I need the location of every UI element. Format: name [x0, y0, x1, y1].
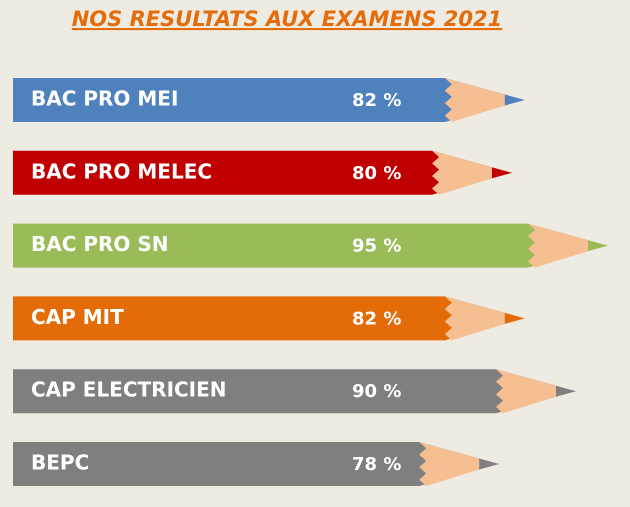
category-label: BAC PRO MEI: [31, 87, 178, 111]
pencil-wood: [444, 78, 505, 122]
category-label: BAC PRO SN: [31, 232, 169, 256]
category-label: CAP MIT: [31, 305, 124, 329]
value-label: 90 %: [352, 381, 401, 402]
pencil-wood: [432, 150, 492, 195]
value-label: 82 %: [352, 90, 401, 111]
value-label: 80 %: [352, 163, 401, 184]
pencil-wood: [496, 369, 556, 414]
pencil: [13, 296, 525, 341]
pencil-wood: [528, 223, 588, 268]
pencil: [13, 223, 608, 268]
pencil: [13, 442, 500, 486]
category-label: BAC PRO MELEC: [31, 159, 212, 183]
value-label: 78 %: [352, 454, 401, 475]
chart-title: NOS RESULTATS AUX EXAMENS 2021: [72, 7, 503, 31]
value-label: 95 %: [352, 236, 401, 257]
pencil: [13, 369, 576, 414]
value-label: 82 %: [352, 308, 401, 329]
category-label: BEPC: [31, 451, 89, 475]
pencil-wood: [419, 442, 480, 486]
pencil-wood: [444, 296, 505, 341]
category-label: CAP ELECTRICIEN: [31, 378, 227, 402]
pencil: [13, 150, 512, 195]
pencil: [13, 78, 525, 122]
